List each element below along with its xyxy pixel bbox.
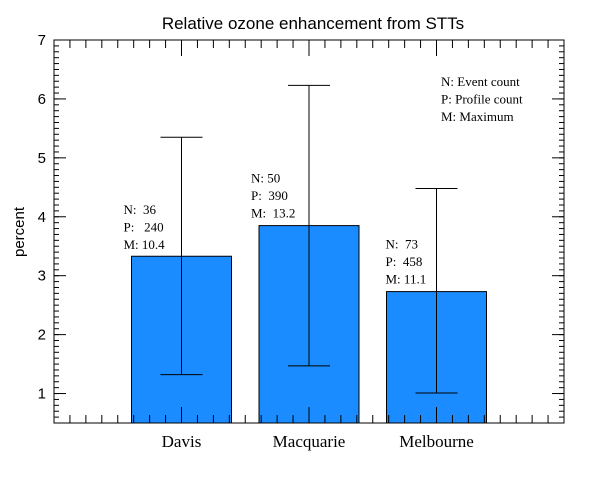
- y-tick-label: 4: [38, 209, 46, 226]
- y-tick-label: 3: [38, 268, 46, 285]
- legend-entry: N: Event count: [441, 74, 520, 89]
- y-tick-label: 6: [38, 91, 46, 108]
- x-tick-label-macquarie: Macquarie: [273, 432, 346, 451]
- bar-annotation-n: N: 50: [251, 171, 280, 186]
- legend: N: Event count P: Profile count M: Maximum: [441, 74, 523, 124]
- plot-area: 1 2 3 4 5 6 7 Davis Macquarie Melbourne N: 36 P: 24…: [38, 32, 565, 451]
- y-tick-label: 5: [38, 150, 46, 167]
- legend-entry: P: Profile count: [441, 92, 523, 107]
- bar-annotation-n: N: 36: [124, 202, 157, 217]
- bar-annotation-p: P: 240: [124, 220, 164, 235]
- y-axis-label: percent: [11, 206, 28, 257]
- x-tick-label-melbourne: Melbourne: [399, 432, 474, 451]
- y-tick-label: 2: [38, 327, 46, 344]
- bar-annotation-p: P: 390: [251, 188, 288, 203]
- bar-annotation-m: M: 11.1: [386, 272, 427, 287]
- y-tick-label: 1: [38, 386, 46, 403]
- bar-annotation-p: P: 458: [386, 254, 423, 269]
- y-tick-label: 7: [38, 32, 46, 49]
- legend-entry: M: Maximum: [441, 109, 514, 124]
- plot-frame: [53, 39, 565, 424]
- bar-annotation-m: M: 10.4: [124, 237, 166, 252]
- chart-title: Relative ozone enhancement from STTs: [162, 14, 464, 33]
- x-tick-label-davis: Davis: [162, 432, 202, 451]
- bar-annotation-m: M: 13.2: [251, 206, 295, 221]
- bar-annotation-n: N: 73: [386, 237, 419, 252]
